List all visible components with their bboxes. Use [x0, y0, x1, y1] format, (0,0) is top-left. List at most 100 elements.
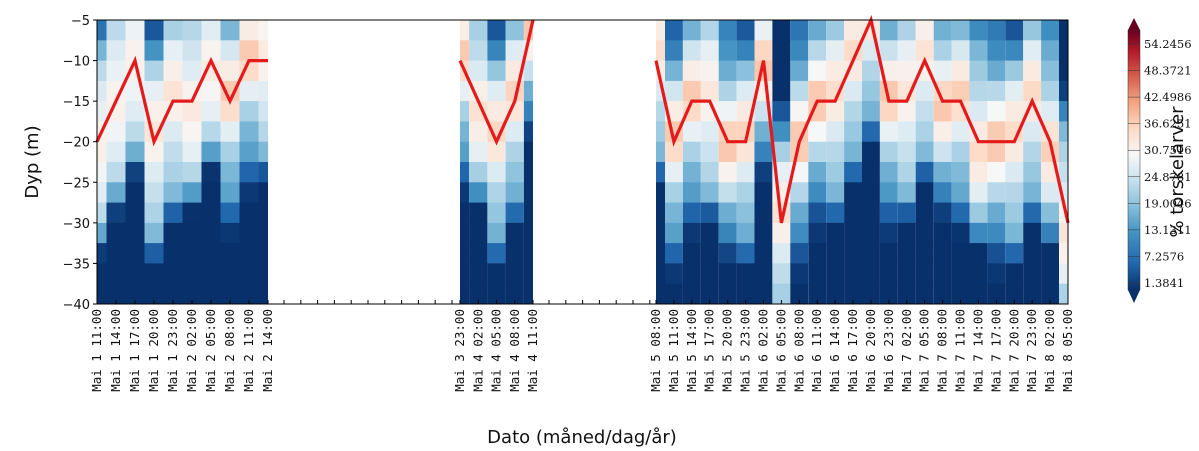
x-tick-label: Mai 1 23:00 — [165, 309, 180, 392]
heat-cell — [239, 182, 259, 204]
heat-cell — [790, 243, 809, 264]
heat-cell — [505, 162, 524, 183]
heat-cell — [987, 20, 1006, 41]
heat-cell — [736, 202, 755, 224]
x-tick-label: Mai 2 05:00 — [203, 309, 218, 392]
heat-cell — [933, 283, 952, 305]
heat-cell — [808, 162, 827, 183]
heat-cell — [125, 283, 145, 305]
heat-cell — [969, 80, 988, 102]
heat-cell — [182, 20, 202, 41]
heat-cell — [915, 243, 934, 264]
heat-cell — [144, 162, 164, 183]
heat-cell — [682, 101, 701, 122]
heat-cell — [933, 182, 952, 204]
heat-cell — [951, 243, 970, 264]
heat-cell — [808, 283, 827, 305]
heat-cell — [220, 101, 240, 122]
heat-cell — [790, 263, 809, 285]
heat-cell — [897, 101, 916, 122]
heat-cell — [844, 243, 862, 264]
heat-cell — [106, 162, 126, 183]
heat-cell — [239, 222, 259, 244]
heat-cell — [987, 182, 1006, 204]
heat-cell — [718, 101, 737, 122]
heat-cell — [718, 182, 737, 204]
heat-cell — [144, 263, 164, 285]
heat-cell — [1041, 60, 1059, 82]
heat-cell — [826, 243, 845, 264]
heat-cell — [969, 141, 988, 163]
heat-cell — [862, 162, 880, 183]
heat-cell — [951, 60, 970, 82]
heat-cell — [844, 121, 862, 143]
heat-cell — [682, 283, 701, 305]
x-tick-label: Mai 6 17:00 — [845, 309, 860, 392]
heat-cell — [826, 20, 845, 41]
heat-cell — [969, 243, 988, 264]
heat-cell — [826, 141, 845, 163]
heat-cell — [258, 121, 268, 143]
heat-cell — [772, 121, 791, 143]
heat-cell — [879, 40, 898, 62]
heat-cell — [933, 20, 952, 41]
heat-cell — [808, 263, 827, 285]
x-tick-label: Mai 5 14:00 — [684, 309, 699, 392]
heat-cell — [460, 80, 470, 102]
heat-cell — [844, 141, 862, 163]
heat-cell — [469, 40, 488, 62]
colorbar-bottom-arrow — [1128, 290, 1140, 303]
max-depth-line-layer — [95, 14, 1070, 224]
heat-cell — [523, 40, 533, 62]
x-tick-label: Mai 2 08:00 — [222, 309, 237, 392]
heat-cell — [487, 263, 506, 285]
heat-cell — [201, 141, 221, 163]
heat-cell — [1041, 243, 1059, 264]
heat-cell — [1023, 20, 1042, 41]
heat-cell — [665, 40, 683, 62]
heat-cell — [754, 182, 773, 204]
heat-cell — [460, 40, 470, 62]
heat-cell — [862, 101, 880, 122]
heat-cell — [700, 20, 719, 41]
heat-cell — [106, 40, 126, 62]
heat-cell — [1059, 243, 1068, 264]
heat-cell — [879, 162, 898, 183]
heat-cell — [951, 182, 970, 204]
heat-cell — [163, 222, 183, 244]
heat-cell — [933, 162, 952, 183]
heat-cell — [987, 60, 1006, 82]
heat-cell — [1041, 283, 1059, 305]
heat-cell — [220, 182, 240, 204]
heat-cell — [682, 243, 701, 264]
heat-cell — [736, 222, 755, 244]
heat-cell — [772, 80, 791, 102]
heat-cell — [125, 182, 145, 204]
x-tick-label: Mai 1 11:00 — [89, 309, 104, 392]
heat-cell — [182, 182, 202, 204]
heat-cell — [897, 80, 916, 102]
heat-cell — [772, 263, 791, 285]
heat-cell — [460, 283, 470, 305]
heat-cell — [469, 60, 488, 82]
heat-cell — [220, 60, 240, 82]
heat-cell — [933, 60, 952, 82]
heat-cell — [736, 283, 755, 305]
heat-cell — [1005, 162, 1024, 183]
heat-cell — [754, 121, 773, 143]
x-tick-label: Mai 6 23:00 — [881, 309, 896, 392]
heat-cell — [97, 283, 107, 305]
heat-cell — [460, 101, 470, 122]
heat-cell — [1041, 121, 1059, 143]
heat-cell — [862, 263, 880, 285]
x-tick-label: Mai 5 20:00 — [720, 309, 735, 392]
x-tick-label: Mai 4 11:00 — [525, 309, 540, 392]
heat-cell — [523, 20, 533, 41]
heat-cell — [239, 162, 259, 183]
heat-cell — [897, 263, 916, 285]
heat-cell — [718, 40, 737, 62]
heat-cell — [523, 222, 533, 244]
heat-cell — [862, 243, 880, 264]
heat-cell — [505, 222, 524, 244]
